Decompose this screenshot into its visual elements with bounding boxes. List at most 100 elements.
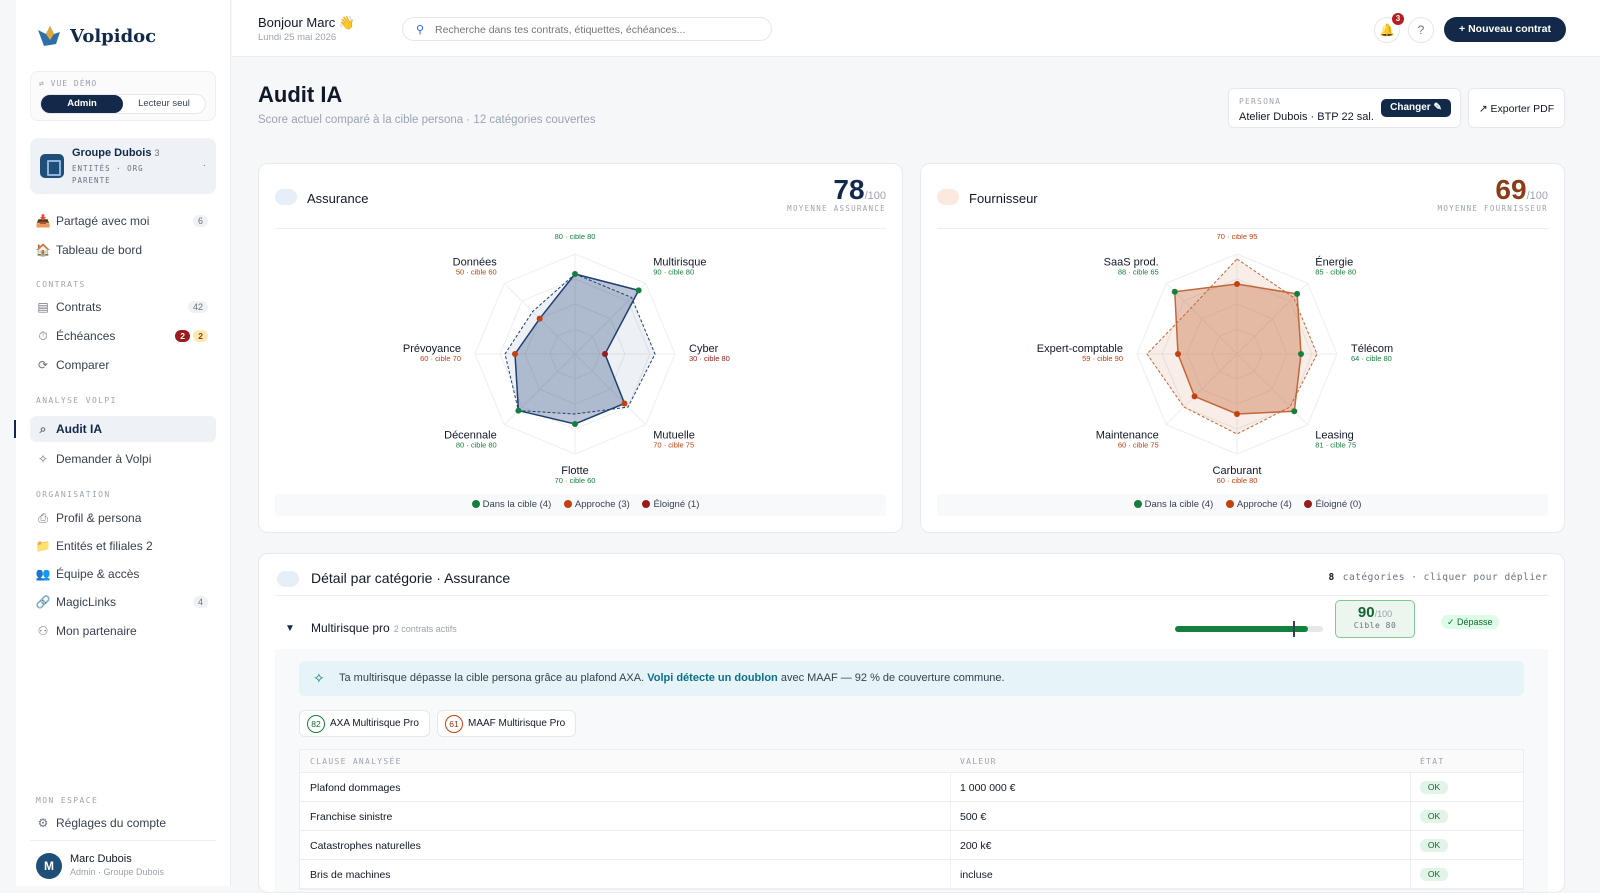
user-profile[interactable]: M Marc Dubois Admin · Groupe Dubois (30, 840, 216, 880)
radar-point[interactable] (512, 351, 518, 357)
status-badge: ✓ Dépasse (1441, 615, 1499, 629)
greeting: Bonjour Marc 👋 (258, 15, 356, 30)
printer-icon: ⎙ (38, 510, 48, 525)
table-row[interactable]: Catastrophes naturelles 200 k€ OK (300, 831, 1523, 860)
radar-axis-sublabel: 88 · cible 65 (1118, 268, 1159, 277)
radar-point[interactable] (1171, 288, 1178, 295)
contract-name: AXA Multirisque Pro (330, 718, 419, 729)
radar-axis-label: Prévoyance (403, 343, 461, 355)
section-contracts: CONTRATS (36, 280, 86, 289)
sidebar-item-deadlines[interactable]: ⏱ Échéances 2 2 (30, 323, 216, 349)
table-row[interactable]: Plafond dommages 1 000 000 € OK (300, 773, 1523, 802)
demo-option-reader[interactable]: Lecteur seul (138, 98, 190, 109)
radar-target-area (504, 273, 656, 415)
user-role: Admin · Groupe Dubois (70, 867, 165, 877)
section-org: ORGANISATION (36, 490, 111, 499)
category-score-denominator: /100 (1374, 609, 1393, 619)
contract-chip-axa[interactable]: 82 AXA Multirisque Pro (299, 710, 430, 737)
sidebar-item-team[interactable]: 👥 Équipe & accès (30, 561, 216, 587)
radar-axis-sublabel: 60 · cible 80 (1217, 476, 1258, 485)
gear-icon: ⚙ (37, 816, 49, 830)
insurance-score-caption: MOYENNE ASSURANCE (787, 204, 886, 213)
clause-value: 500 € (960, 811, 987, 823)
category-name: Multirisque pro (311, 621, 390, 635)
category-row-multirisque[interactable]: ▼ Multirisque pro 2 contrats actifs 90/10… (275, 596, 1548, 658)
ai-text-2: avec MAAF — 92 % de couverture commune. (780, 672, 1005, 684)
radar-axis-label: Maintenance (1096, 429, 1159, 441)
sidebar-item-profile[interactable]: ⎙ Profil & persona (30, 505, 216, 531)
insurance-score-denominator: /100 (864, 190, 886, 202)
radar-point[interactable] (1234, 281, 1240, 287)
brand-logo[interactable]: Volpidoc (36, 24, 156, 48)
ai-insight: ✧ Ta multirisque dépasse la cible person… (299, 661, 1524, 696)
caret-down-icon[interactable]: ▼ (285, 623, 295, 634)
sidebar-item-compare[interactable]: ⟳ Comparer (30, 352, 216, 378)
deadlines-urgent-badge: 2 (175, 330, 190, 342)
notification-count-badge: 3 (1392, 13, 1404, 25)
radar-axis (1165, 282, 1238, 355)
sidebar-item-label: Comparer (56, 358, 110, 372)
sidebar-item-entities[interactable]: 📁 Entités et filiales 2 (30, 533, 216, 559)
clause-value: 200 k€ (960, 840, 992, 852)
table-row[interactable]: Franchise sinistre 500 € OK (300, 802, 1523, 831)
help-button[interactable]: ? (1408, 17, 1434, 43)
sidebar-item-settings[interactable]: ⚙ Réglages du compte (30, 810, 216, 836)
sidebar-item-dashboard[interactable]: 🏠 Tableau de bord (30, 237, 216, 263)
demo-option-admin[interactable]: Admin (41, 95, 123, 113)
radar-point[interactable] (572, 421, 578, 427)
radar-point[interactable] (1234, 411, 1240, 417)
radar-point[interactable] (602, 351, 608, 357)
target-marker (1293, 621, 1296, 637)
radar-axis-sublabel: 50 · cible 60 (456, 268, 497, 277)
current-date: Lundi 25 mai 2026 (258, 32, 337, 43)
insurance-score: 78/100 MOYENNE ASSURANCE (787, 174, 886, 213)
search-box[interactable]: ⚲ (402, 17, 772, 41)
radar-axis-label: Énergie (1315, 256, 1353, 269)
team-icon: 👥 (35, 567, 51, 581)
persona-value: Atelier Dubois · BTP 22 sal. (1239, 111, 1374, 123)
sidebar-item-partner[interactable]: ⚇ Mon partenaire (30, 618, 216, 644)
search-icon: ⚲ (416, 24, 425, 36)
radar-point[interactable] (1175, 351, 1181, 357)
sidebar-item-audit[interactable]: ⌕ Audit IA (30, 416, 216, 442)
sidebar-item-label: Mon partenaire (56, 624, 137, 638)
change-persona-button[interactable]: Changer ✎ (1381, 99, 1451, 117)
demo-toggle: Admin Lecteur seul (40, 94, 206, 114)
radar-point[interactable] (621, 400, 628, 407)
radar-point[interactable] (1294, 290, 1301, 297)
duplicate-link[interactable]: Volpi détecte un doublon (647, 672, 778, 684)
new-contract-button[interactable]: + Nouveau contrat (1444, 17, 1566, 42)
org-menu-icon[interactable]: · (202, 160, 206, 171)
sidebar-item-label: Tableau de bord (56, 243, 143, 257)
search-input[interactable] (435, 21, 755, 39)
clause-state-badge: OK (1420, 839, 1448, 852)
person-icon: ⚇ (37, 624, 49, 638)
sidebar-item-shared[interactable]: 📥 Partagé avec moi 6 (30, 208, 216, 234)
pin-icon (937, 189, 959, 205)
col-state: ÉTAT (1420, 757, 1445, 766)
sidebar-item-contracts[interactable]: ▤ Contrats 42 (30, 294, 216, 320)
sidebar-item-magiclinks[interactable]: 🔗 MagicLinks 4 (30, 589, 216, 615)
fox-logo-icon (38, 26, 60, 46)
legend-far-dot (1304, 500, 1313, 508)
radar-point[interactable] (515, 407, 522, 414)
sparkle-icon: ✧ (37, 452, 49, 466)
table-row[interactable]: Bris de machines incluse OK (300, 860, 1523, 889)
radar-axis-label: Carburant (1213, 465, 1262, 477)
radar-point[interactable] (572, 271, 578, 277)
sidebar-item-label: Équipe & accès (56, 567, 140, 581)
section-analysis: ANALYSE VOLPI (36, 396, 117, 405)
legend-far: Éloigné (0) (1315, 499, 1362, 510)
category-sub: 2 contrats actifs (393, 624, 457, 634)
clause-value: incluse (960, 869, 993, 881)
radar-point[interactable] (1191, 393, 1198, 400)
org-selector[interactable]: Groupe Dubois 3 ENTITÉS · ORG PARENTE · (30, 138, 216, 194)
radar-point[interactable] (1291, 408, 1298, 415)
radar-point[interactable] (1298, 351, 1304, 357)
contract-chip-maaf[interactable]: 61 MAAF Multirisque Pro (437, 710, 577, 737)
sidebar-item-ask[interactable]: ✧ Demander à Volpi (30, 446, 216, 472)
export-pdf-button[interactable]: ↗ Exporter PDF (1468, 88, 1565, 128)
radar-point[interactable] (536, 315, 543, 322)
radar-point[interactable] (635, 287, 642, 294)
shield-icon (275, 189, 297, 205)
